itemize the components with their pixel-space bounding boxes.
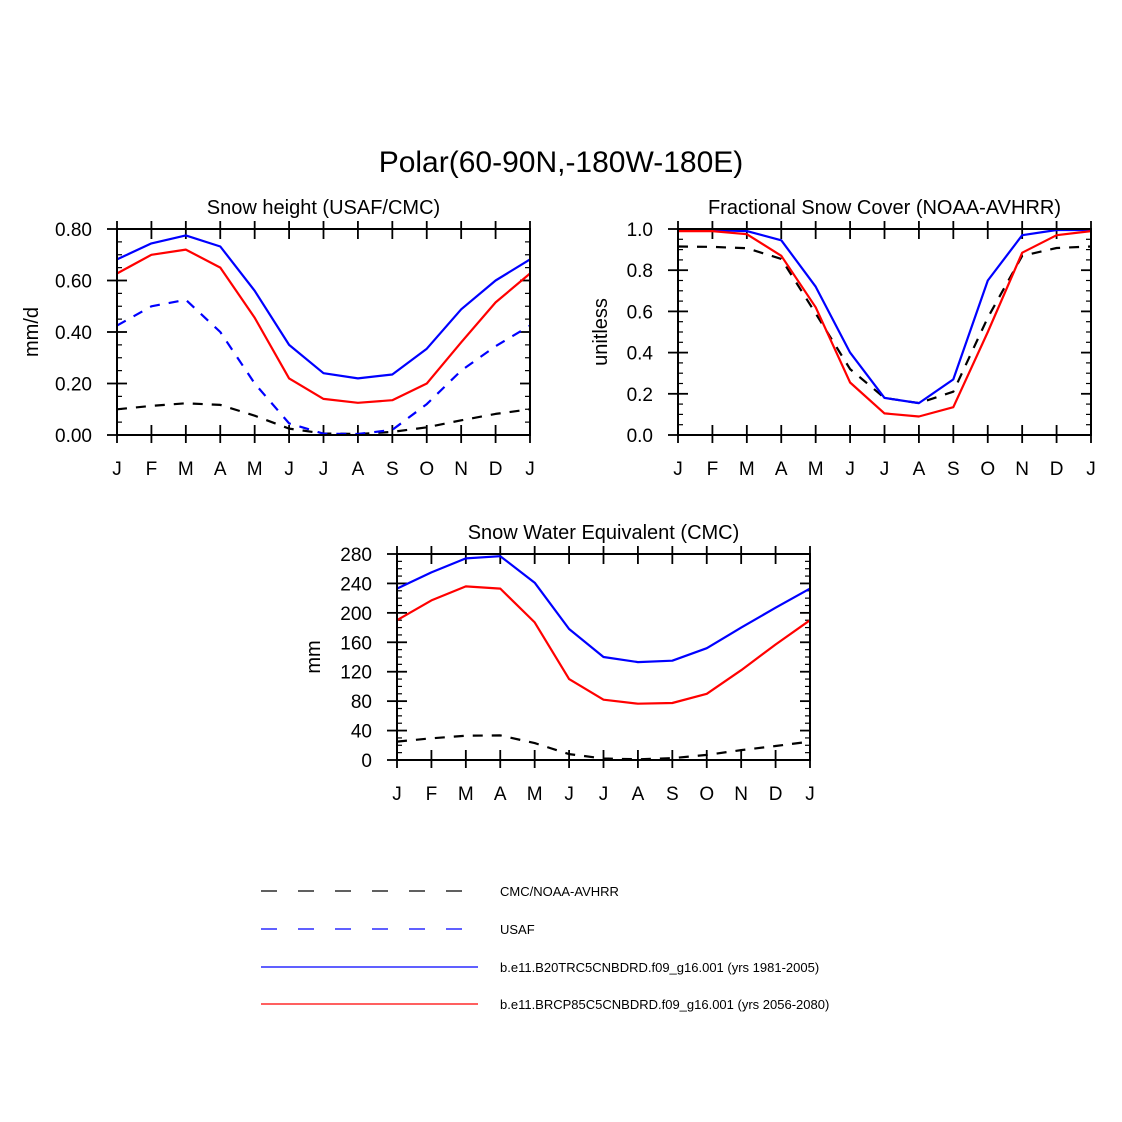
y-tick-label: 0.8 xyxy=(627,261,653,282)
x-tick-label: A xyxy=(775,459,788,480)
x-tick-label: O xyxy=(980,459,995,480)
series-line xyxy=(396,555,811,664)
y-tick-label: 0.40 xyxy=(55,323,92,344)
x-tick-label: M xyxy=(458,784,474,805)
series-line xyxy=(678,228,1091,405)
x-tick-label: A xyxy=(494,784,507,805)
series-line xyxy=(677,245,1092,405)
y-tick-label: 0.60 xyxy=(55,272,92,293)
x-tick-label: J xyxy=(564,784,574,805)
x-tick-label: J xyxy=(525,459,535,480)
x-tick-label: F xyxy=(146,459,158,480)
panel-title: Snow Water Equivalent (CMC) xyxy=(468,522,740,544)
legend-label: USAF xyxy=(500,922,535,937)
figure-title: Polar(60-90N,-180W-180E) xyxy=(379,146,744,179)
x-tick-label: J xyxy=(319,459,329,480)
y-tick-label: 0.00 xyxy=(55,426,92,447)
y-tick-label: 0 xyxy=(361,751,372,772)
x-tick-label: D xyxy=(489,459,503,480)
panel-snow-height: Snow height (USAF/CMC) mm/d 0.00 0.20 0.40 0.… xyxy=(21,197,535,480)
x-tick-label: O xyxy=(699,784,714,805)
x-tick-label: N xyxy=(454,459,468,480)
y-axis-label: unitless xyxy=(590,298,612,366)
panel-snow-water-equivalent: Snow Water Equivalent (CMC) mm 0 40 80 120 160… xyxy=(303,522,815,805)
x-tick-label: S xyxy=(666,784,679,805)
panel-title: Snow height (USAF/CMC) xyxy=(207,197,440,219)
y-tick-label: 240 xyxy=(340,574,372,595)
x-tick-label: D xyxy=(769,784,783,805)
y-tick-label: 0.6 xyxy=(627,302,653,323)
y-tick-label: 280 xyxy=(340,545,372,566)
x-tick-label: M xyxy=(247,459,263,480)
x-tick-label: J xyxy=(845,459,855,480)
y-axis-label: mm/d xyxy=(21,307,43,357)
y-tick-label: 0.80 xyxy=(55,220,92,241)
y-tick-label: 80 xyxy=(351,692,372,713)
x-tick-label: F xyxy=(707,459,719,480)
x-tick-label: M xyxy=(178,459,194,480)
y-tick-label: 0.4 xyxy=(627,344,654,365)
series-line xyxy=(116,234,531,380)
x-tick-label: J xyxy=(880,459,890,480)
x-tick-label: O xyxy=(419,459,434,480)
x-tick-label: N xyxy=(1015,459,1029,480)
panel-title: Fractional Snow Cover (NOAA-AVHRR) xyxy=(708,197,1061,219)
x-tick-label: A xyxy=(632,784,645,805)
x-tick-label: J xyxy=(599,784,609,805)
legend-label: CMC/NOAA-AVHRR xyxy=(500,884,619,899)
x-tick-label: J xyxy=(1086,459,1096,480)
x-tick-label: J xyxy=(805,784,815,805)
x-tick-label: S xyxy=(947,459,960,480)
legend: CMC/NOAA-AVHRR USAF b.e11.B20TRC5CNBDRD.f0… xyxy=(261,884,829,1012)
series-line xyxy=(116,298,531,436)
x-tick-label: D xyxy=(1050,459,1064,480)
series-line xyxy=(396,734,811,761)
legend-label: b.e11.B20TRC5CNBDRD.f09_g16.001 (yrs 198… xyxy=(500,960,819,975)
x-tick-label: J xyxy=(673,459,683,480)
y-tick-label: 40 xyxy=(351,722,372,743)
plot-frame xyxy=(396,553,811,761)
y-tick-label: 200 xyxy=(340,604,372,625)
y-axis-label: mm xyxy=(303,640,325,673)
x-tick-label: J xyxy=(392,784,402,805)
series-line xyxy=(116,248,531,404)
x-tick-label: A xyxy=(214,459,227,480)
series-line xyxy=(678,230,1092,418)
x-tick-label: F xyxy=(426,784,438,805)
y-tick-label: 0.2 xyxy=(627,385,653,406)
series-line xyxy=(396,585,811,705)
x-tick-label: N xyxy=(734,784,748,805)
x-tick-label: A xyxy=(913,459,926,480)
plot-frame xyxy=(677,228,1092,436)
y-tick-label: 0.0 xyxy=(627,426,653,447)
x-tick-label: J xyxy=(112,459,122,480)
x-tick-label: J xyxy=(284,459,294,480)
legend-label: b.e11.BRCP85C5CNBDRD.f09_g16.001 (yrs 20… xyxy=(500,997,829,1012)
x-tick-label: A xyxy=(352,459,365,480)
y-tick-label: 0.20 xyxy=(55,375,92,396)
y-tick-label: 1.0 xyxy=(627,220,653,241)
y-tick-label: 120 xyxy=(340,663,372,684)
x-tick-label: M xyxy=(808,459,824,480)
x-tick-label: S xyxy=(386,459,399,480)
x-tick-label: M xyxy=(739,459,755,480)
y-tick-label: 160 xyxy=(340,633,372,654)
panel-fractional-snow-cover: Fractional Snow Cover (NOAA-AVHRR) unitle… xyxy=(590,197,1096,480)
x-tick-label: M xyxy=(527,784,543,805)
plot-frame xyxy=(116,228,531,436)
